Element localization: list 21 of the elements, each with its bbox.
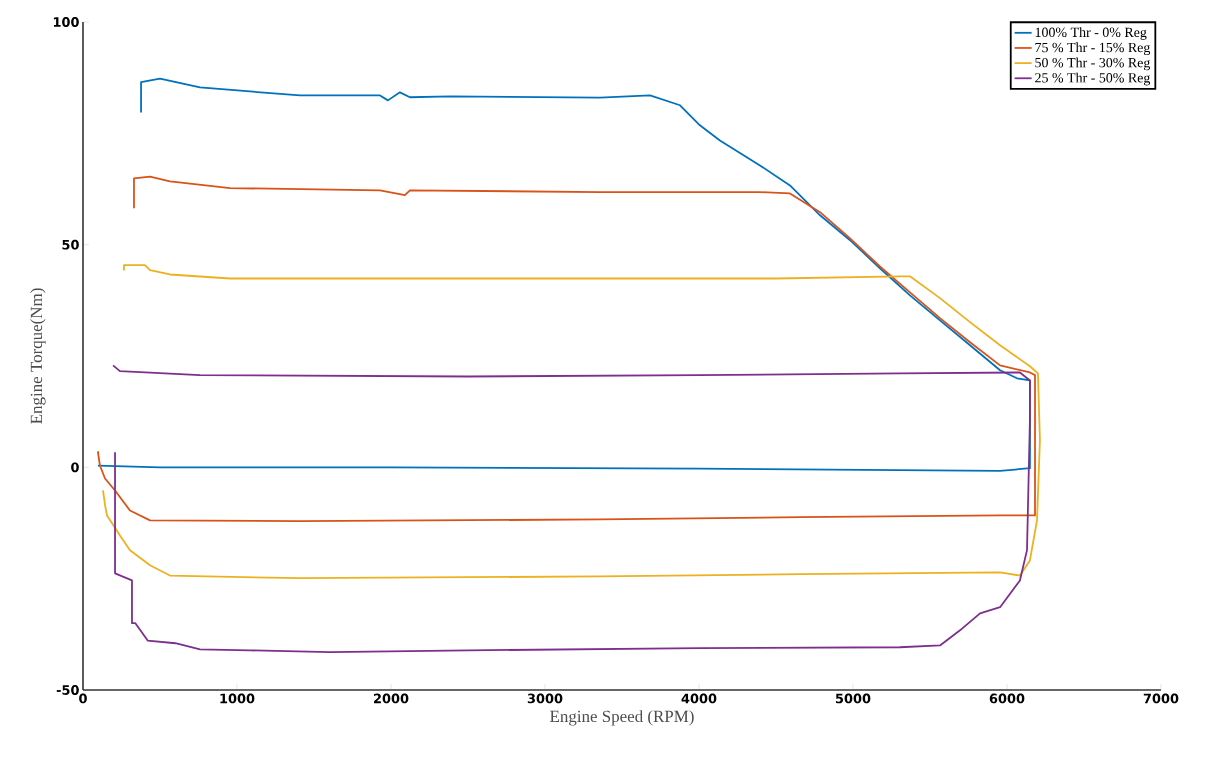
x-tick-label: 7000 — [1143, 693, 1179, 704]
y-tick-label: 0 — [71, 462, 79, 473]
y-tick-label: 50 — [62, 239, 79, 250]
legend-label: 75 % Thr - 15% Reg — [1035, 42, 1151, 56]
legend-label: 100% Thr - 0% Reg — [1035, 27, 1147, 40]
x-tick-label: 4000 — [681, 693, 717, 704]
x-tick-label: 1000 — [220, 693, 255, 704]
line-series — [97, 175, 1036, 523]
y-tick-label: -50 — [56, 685, 79, 695]
x-tick-label: 0 — [79, 693, 87, 704]
y-axis-title: Engine Torque(Nm) — [30, 288, 46, 424]
x-tick-label: 6000 — [989, 693, 1025, 704]
x-axis-title: Engine Speed (RPM) — [550, 710, 694, 726]
x-tick-label: 2000 — [374, 693, 409, 704]
line-series — [112, 364, 1031, 654]
x-tick-label: 3000 — [527, 693, 563, 704]
line-series — [97, 77, 1031, 472]
x-tick-label: 5000 — [835, 693, 871, 704]
legend-label: 50 % Thr - 30% Reg — [1035, 57, 1151, 71]
legend-label: 25 % Thr - 50% Reg — [1035, 72, 1151, 86]
y-tick-label: 100 — [53, 17, 79, 27]
